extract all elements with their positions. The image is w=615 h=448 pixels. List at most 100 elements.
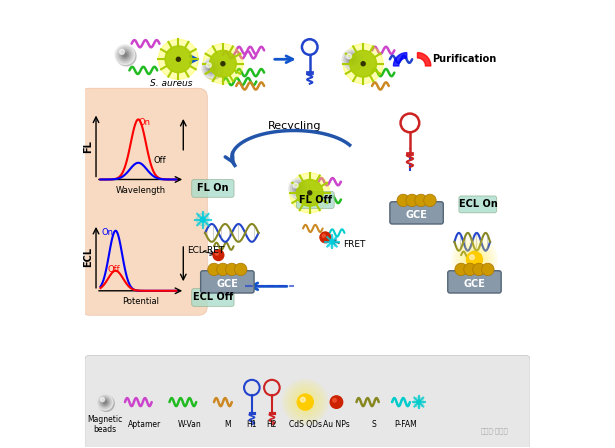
Circle shape xyxy=(296,186,301,190)
Circle shape xyxy=(346,53,358,65)
Text: Magnetic
beads: Magnetic beads xyxy=(87,415,122,434)
Text: ECL: ECL xyxy=(83,247,93,267)
Text: Purification: Purification xyxy=(432,54,496,64)
Circle shape xyxy=(342,49,362,69)
Text: Off: Off xyxy=(154,156,167,165)
Text: Wavelength: Wavelength xyxy=(116,186,165,195)
Circle shape xyxy=(424,194,436,207)
Text: W-Van: W-Van xyxy=(178,420,201,429)
Circle shape xyxy=(203,44,243,84)
Circle shape xyxy=(215,252,218,255)
FancyBboxPatch shape xyxy=(200,271,254,293)
Text: GCE: GCE xyxy=(464,279,485,289)
Circle shape xyxy=(452,237,497,282)
Circle shape xyxy=(290,387,320,418)
Circle shape xyxy=(290,173,330,213)
Circle shape xyxy=(344,52,360,67)
Circle shape xyxy=(301,397,305,402)
FancyBboxPatch shape xyxy=(81,88,207,315)
Circle shape xyxy=(464,263,476,276)
Circle shape xyxy=(455,263,467,276)
Text: S. aureus: S. aureus xyxy=(151,79,193,88)
Circle shape xyxy=(213,250,224,260)
Circle shape xyxy=(234,263,247,276)
Circle shape xyxy=(295,185,303,192)
FancyBboxPatch shape xyxy=(192,289,234,306)
FancyBboxPatch shape xyxy=(296,191,334,208)
Circle shape xyxy=(285,382,325,422)
Circle shape xyxy=(464,249,485,270)
Circle shape xyxy=(202,58,221,78)
Text: FL On: FL On xyxy=(197,183,229,194)
Circle shape xyxy=(116,46,136,66)
Circle shape xyxy=(297,394,313,410)
Text: Potential: Potential xyxy=(122,297,159,306)
Circle shape xyxy=(103,401,106,404)
Circle shape xyxy=(210,66,214,70)
Circle shape xyxy=(290,180,310,199)
Circle shape xyxy=(457,242,492,277)
Circle shape xyxy=(200,217,205,222)
Circle shape xyxy=(283,379,328,425)
Circle shape xyxy=(289,179,308,198)
Circle shape xyxy=(291,181,306,196)
Circle shape xyxy=(350,57,354,61)
Circle shape xyxy=(347,54,352,59)
Circle shape xyxy=(165,46,192,73)
Text: ECL On: ECL On xyxy=(459,199,498,209)
Circle shape xyxy=(466,252,483,267)
Text: On: On xyxy=(139,118,151,127)
Circle shape xyxy=(208,263,220,276)
Text: S: S xyxy=(371,420,376,429)
Text: CdS QDs: CdS QDs xyxy=(289,420,322,429)
Text: Off: Off xyxy=(108,265,120,274)
Circle shape xyxy=(343,44,383,84)
Circle shape xyxy=(97,394,113,410)
Text: 公众号·分析人: 公众号·分析人 xyxy=(480,428,509,434)
Circle shape xyxy=(100,398,105,402)
Circle shape xyxy=(115,45,135,65)
Text: Recycling: Recycling xyxy=(268,121,321,131)
Circle shape xyxy=(454,240,494,280)
Circle shape xyxy=(333,398,336,402)
Circle shape xyxy=(406,194,418,207)
Circle shape xyxy=(361,62,365,66)
Circle shape xyxy=(417,400,421,404)
Circle shape xyxy=(308,191,312,195)
Circle shape xyxy=(470,255,474,260)
Circle shape xyxy=(123,53,127,57)
Circle shape xyxy=(121,51,129,59)
Text: ECL-RET: ECL-RET xyxy=(188,246,224,255)
Circle shape xyxy=(119,49,131,60)
Circle shape xyxy=(207,63,212,68)
Circle shape xyxy=(158,39,199,79)
Circle shape xyxy=(330,396,343,408)
Text: GCE: GCE xyxy=(216,279,238,289)
Circle shape xyxy=(462,247,487,272)
Text: GCE: GCE xyxy=(406,210,427,220)
Circle shape xyxy=(101,399,108,405)
Circle shape xyxy=(210,50,236,77)
Circle shape xyxy=(320,232,331,243)
Circle shape xyxy=(288,384,323,420)
Text: P-FAM: P-FAM xyxy=(394,420,417,429)
FancyBboxPatch shape xyxy=(85,355,530,448)
Circle shape xyxy=(221,62,225,66)
FancyBboxPatch shape xyxy=(448,271,501,293)
Text: FL: FL xyxy=(83,140,93,152)
Text: ECL Off: ECL Off xyxy=(193,293,233,302)
Circle shape xyxy=(344,51,363,70)
Circle shape xyxy=(348,56,356,63)
Circle shape xyxy=(98,396,111,409)
Circle shape xyxy=(330,240,334,244)
Circle shape xyxy=(204,60,223,79)
Circle shape xyxy=(177,57,180,61)
Circle shape xyxy=(397,194,410,207)
Text: Au NPs: Au NPs xyxy=(323,420,350,429)
FancyBboxPatch shape xyxy=(459,196,497,213)
Circle shape xyxy=(204,60,220,76)
Circle shape xyxy=(226,263,238,276)
Circle shape xyxy=(414,397,424,407)
Text: H1: H1 xyxy=(247,420,257,429)
Circle shape xyxy=(208,64,216,72)
